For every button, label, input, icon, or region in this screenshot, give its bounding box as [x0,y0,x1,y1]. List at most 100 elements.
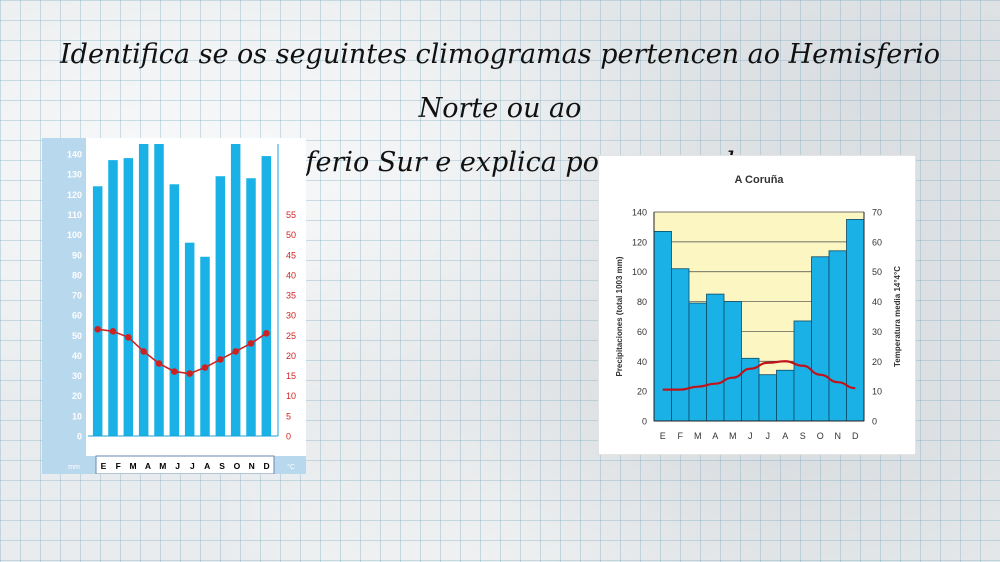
y-tick-label: 40 [637,357,647,367]
y-tick-label: 40 [72,351,82,361]
y2-tick-label: 60 [872,237,882,247]
x-tick-label: D [852,431,859,441]
heading-line-1: Identifica se os seguintes climogramas p… [60,39,940,124]
y-tick-label: 100 [632,267,647,277]
y-tick-label: 50 [72,331,82,341]
y-tick-label: 120 [67,190,82,200]
x-tick-label: N [249,461,255,471]
y2-tick-label: 70 [872,208,882,218]
y-tick-label: 20 [72,391,82,401]
x-tick-label: E [101,461,107,471]
y2-tick-label: 50 [286,230,296,240]
x-tick-label: F [116,461,121,471]
precipitation-bar [706,293,725,422]
precipitation-bar [230,144,241,436]
temperature-point [201,364,209,371]
precipitation-bar [215,176,226,436]
temperature-point [247,340,255,347]
precipitation-bar [108,160,118,436]
y-axis-panel [42,138,86,474]
x-tick-label: M [159,461,166,471]
x-tick-label: M [130,461,137,471]
y-tick-label: 60 [72,311,82,321]
x-tick-label: A [712,431,718,441]
x-tick-label: A [204,461,210,471]
x-tick-label: S [800,431,806,441]
y-tick-label: 0 [77,432,82,442]
temperature-point [109,327,117,335]
climograph-left-svg: 0 10 20 30 40 50 60 70 80 90 100 110 120 130 140 0 5 10 15… [42,138,306,475]
y2-axis-unit: °C [287,463,295,471]
x-tick-label: M [694,431,702,441]
climograph-left: 0 10 20 30 40 50 60 70 80 90 100 110 120 130 140 0 5 10 15… [42,138,306,475]
y2-tick-label: 20 [872,357,882,367]
x-tick-label: M [729,431,737,441]
chart-title: A Coruña [734,174,784,186]
y2-tick-label: 15 [286,371,296,381]
y-tick-label: 0 [642,417,647,427]
y2-tick-label: 40 [872,297,882,307]
y-tick-label: 80 [72,270,82,280]
y2-tick-label: 10 [286,391,296,401]
y2-axis-label: Temperatura media 14°4°C [893,266,902,367]
y-tick-label: 100 [67,230,82,240]
precipitation-bar [846,219,865,422]
y-tick-label: 130 [67,170,82,180]
x-tick-label: D [264,461,270,471]
precipitation-bar [723,301,742,422]
precipitation-bar [246,178,256,436]
x-tick-label: F [678,431,684,441]
x-tick-label: A [782,431,788,441]
x-tick-label: J [766,431,771,441]
y2-tick-label: 30 [286,311,296,321]
y2-tick-label: 55 [286,210,296,220]
precipitation-bar [793,320,812,422]
precipitation-bar [154,144,164,436]
temperature-point [186,370,193,377]
x-tick-label: J [748,431,753,441]
y2-tick-label: 45 [286,250,296,260]
y-tick-label: 120 [632,237,647,247]
x-tick-label: A [145,461,151,471]
precipitation-bar [758,374,777,422]
precipitation-bar [688,302,707,422]
precipitation-bar [184,242,195,436]
precipitation-bar [671,268,690,422]
precipitation-bar [92,186,103,436]
temperature-point [140,348,147,355]
temperature-point [171,368,178,375]
y2-tick-label: 0 [872,417,877,427]
y-tick-label: 90 [72,250,82,260]
y2-tick-label: 0 [286,432,291,442]
y2-tick-label: 30 [872,327,882,337]
y2-tick-label: 20 [286,351,296,361]
precipitation-bar [200,256,210,436]
precipitation-bar [123,158,134,436]
x-tick-label: E [660,431,666,441]
y-tick-label: 140 [67,150,82,160]
precipitation-bar [811,256,830,422]
y-tick-label: 20 [637,387,647,397]
precipitation-bar [138,144,149,436]
x-tick-label: J [175,461,180,471]
y-tick-label: 110 [67,210,82,220]
temperature-point [155,360,163,367]
y-axis-label: Precipitaciones (total 1003 mm) [615,256,624,376]
temperature-point [232,348,239,355]
y-tick-label: 80 [637,297,647,307]
y2-tick-label: 40 [286,270,296,280]
y-tick-label: 30 [72,371,82,381]
y2-tick-label: 50 [872,267,882,277]
y-tick-label: 10 [72,411,82,421]
precipitation-bar [261,156,272,436]
precipitation-bar [169,184,180,436]
y2-tick-label: 5 [286,411,291,421]
climograph-a-coruna-svg: A Coruña 0 20 40 60 80 100 120 140 0 10 20 30 40 50 60 7… [597,154,917,456]
y-tick-label: 60 [637,327,647,337]
temperature-point [263,329,270,337]
x-tick-label: O [234,461,241,471]
precipitation-bar [828,250,847,422]
y2-tick-label: 10 [872,387,882,397]
month-label-strip [95,455,275,475]
x-tick-label: J [190,461,195,471]
